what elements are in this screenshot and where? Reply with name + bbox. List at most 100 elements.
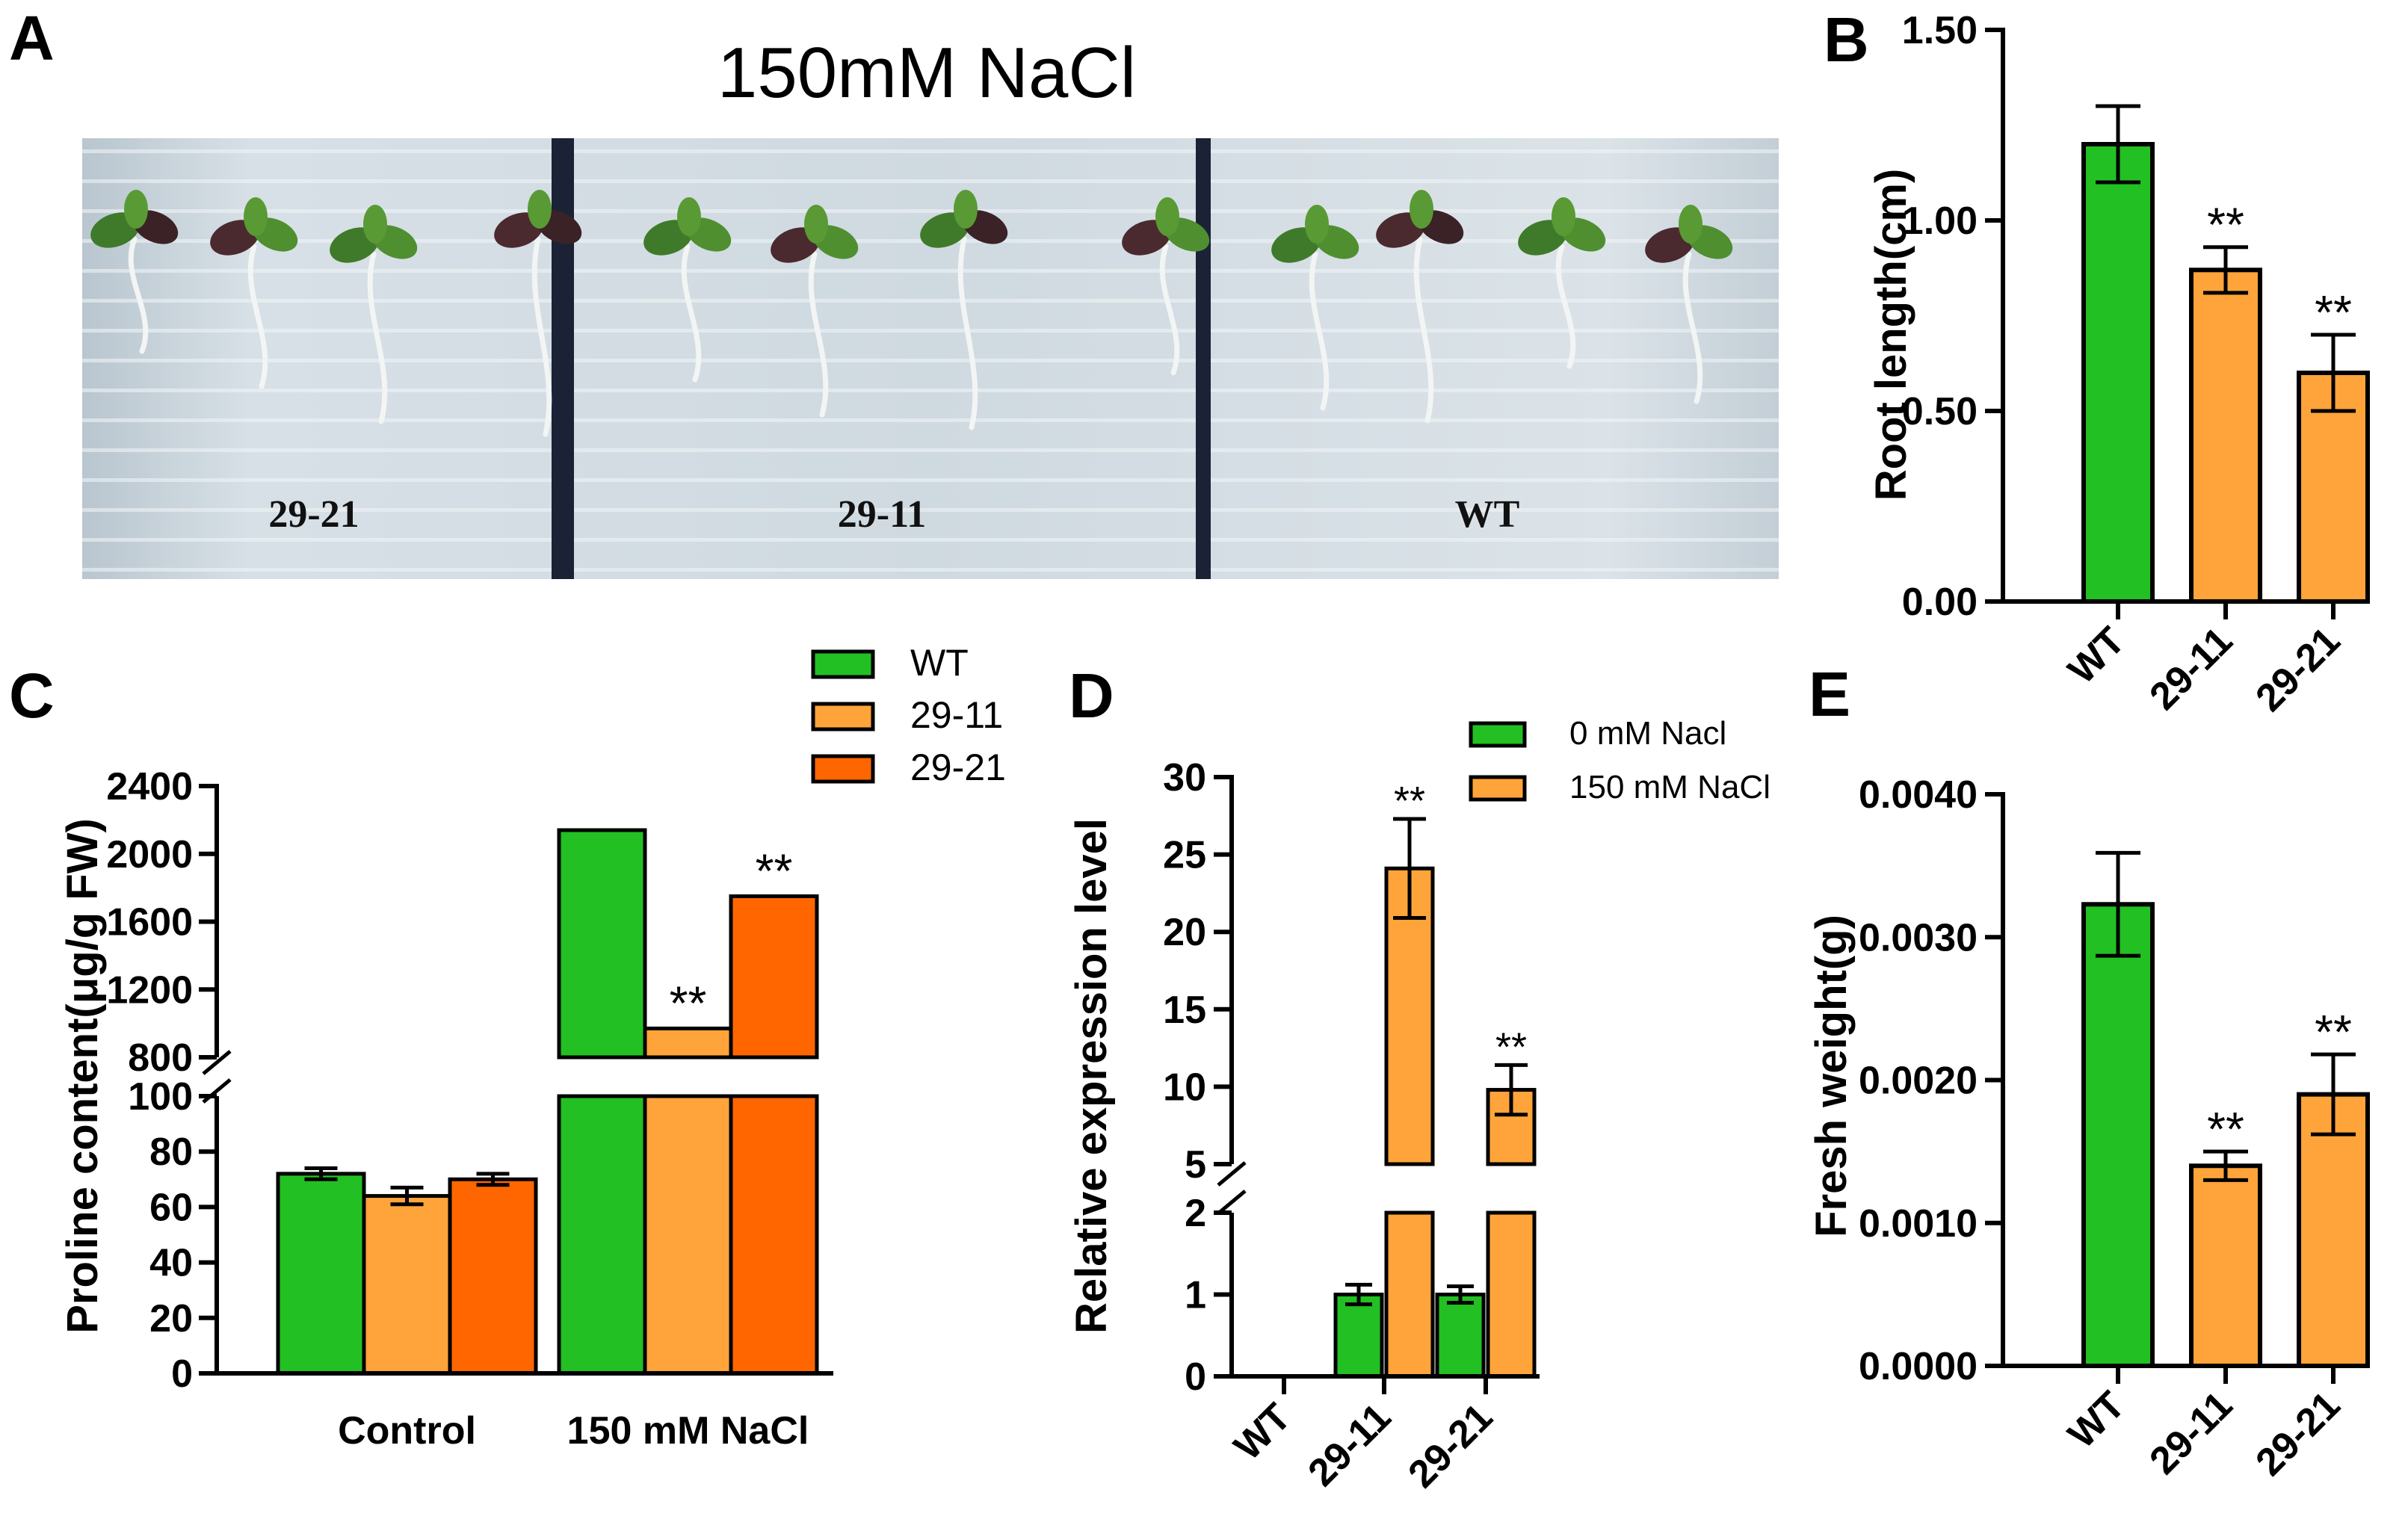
bar-29-21-Control — [448, 1177, 538, 1376]
y-tick-label: 0.0000 — [1859, 1345, 1978, 1388]
significance-29-21: ** — [1495, 1024, 1527, 1069]
legend-swatch-29-21 — [811, 754, 875, 784]
bar-29-11 — [2189, 267, 2262, 604]
x-tick-label-29-11: 29-11 — [2141, 619, 2241, 718]
seedling-root — [1309, 251, 1330, 411]
bar-WT-150 mM NaCl-upper — [557, 828, 647, 1060]
seedling-root — [367, 251, 388, 424]
y-tick-label: 0.00 — [1902, 581, 1978, 624]
bar-29-21-150 mM NaCl-upper — [729, 894, 819, 1060]
y-tick-label: 100 — [128, 1075, 193, 1119]
y-tick-label: 1600 — [106, 901, 193, 944]
y-tick-label: 0 — [1185, 1355, 1206, 1399]
y-tick-label: 0.0020 — [1859, 1060, 1978, 1103]
seedling-root — [531, 236, 552, 437]
legend-label-WT: WT — [910, 642, 969, 684]
x-tick-label-WT: WT — [1226, 1395, 1299, 1468]
y-tick-label: 800 — [128, 1036, 193, 1080]
significance-29-21: ** — [756, 844, 793, 897]
bar-WT-150 mM NaCl-lower — [557, 1094, 647, 1376]
legend-label-150 mM NaCl: 150 mM NaCl — [1569, 769, 1771, 805]
c-ylabel: Proline content(μg/g FW) — [58, 818, 107, 1334]
photo-label-wt: WT — [1455, 493, 1520, 536]
x-tick-label-29-11: 29-11 — [1300, 1395, 1399, 1494]
b-ylabel: Root length(cm) — [1867, 169, 1915, 501]
photo-tray-ridges — [82, 138, 1779, 579]
bar-29-11-Control — [362, 1194, 452, 1376]
legend-swatch-150 mM NaCl — [1469, 775, 1527, 802]
x-group-label-1: 150 mM NaCl — [567, 1409, 809, 1453]
y-tick-label: 15 — [1163, 989, 1206, 1032]
legend-swatch-WT — [811, 649, 875, 679]
bar-0 mM Nacl-29-11 — [1333, 1293, 1384, 1379]
photo-label-29-21: 29-21 — [268, 493, 359, 536]
axis-break-slash-bottom — [202, 1078, 232, 1104]
y-tick-label: 1200 — [106, 968, 193, 1012]
significance-29-11: ** — [2207, 198, 2244, 252]
y-tick-label: 2400 — [106, 765, 193, 808]
seedling-leaf — [1305, 205, 1329, 244]
photo-label-29-11: 29-11 — [838, 493, 926, 536]
seedling-leaf — [528, 190, 552, 229]
y-tick-label: 10 — [1163, 1066, 1206, 1109]
y-tick-label: 1 — [1185, 1274, 1206, 1317]
seedling-root — [247, 244, 268, 389]
seedling-leaf — [1155, 197, 1179, 236]
panel-b-chart: B Root length(cm) 0.00 0.50 1.00 1.50 WT ** 29… — [1824, 4, 2370, 720]
significance-29-11: ** — [670, 976, 707, 1030]
bar-29-11 — [2189, 1163, 2262, 1368]
seedling-leaf — [363, 205, 387, 244]
y-tick-label: 1.50 — [1902, 9, 1978, 52]
y-tick-label: 20 — [149, 1297, 193, 1340]
y-tick-label: 5 — [1185, 1143, 1206, 1187]
legend-swatch-29-11 — [811, 702, 875, 732]
seedling-root — [808, 251, 829, 418]
x-group-label-0: Control — [338, 1409, 476, 1453]
legend-label-29-21: 29-21 — [910, 746, 1006, 788]
bar-WT-Control — [276, 1172, 366, 1376]
photo-title: 150mM NaCl — [717, 33, 1136, 113]
legend-label-29-11: 29-11 — [910, 694, 1003, 736]
y-tick-label: 80 — [149, 1131, 193, 1174]
e-ylabel: Fresh weight(g) — [1807, 915, 1856, 1237]
panel-letter-e: E — [1809, 659, 1850, 729]
x-tick-label-29-21: 29-21 — [2247, 1383, 2348, 1484]
y-tick-label: 25 — [1163, 834, 1206, 877]
panel-a-photo: A 150mM NaCl 29-21 29-11 WT — [9, 3, 1779, 579]
y-tick-label: 2000 — [106, 833, 193, 876]
panel-d-chart: D Relative expression level 012510152025… — [1067, 661, 1771, 1497]
y-tick-label: 0.0030 — [1859, 916, 1978, 959]
d-ylabel: Relative expression level — [1067, 818, 1116, 1334]
significance-29-11: ** — [2207, 1102, 2244, 1156]
seedling-root — [681, 244, 702, 383]
y-tick-label: 60 — [149, 1186, 193, 1229]
seedlings-group — [90, 190, 1733, 437]
seedling-leaf — [954, 190, 978, 229]
bar-29-11-150 mM NaCl-upper — [643, 1026, 733, 1060]
e-plot-area: 0.0000 0.0010 0.0020 0.0030 0.0040 WT ** 29-11 *… — [1859, 773, 2370, 1485]
bar-WT — [2081, 142, 2155, 604]
y-tick-label: 30 — [1163, 756, 1206, 800]
bar-WT — [2081, 902, 2155, 1368]
y-tick-label: 0.0010 — [1859, 1202, 1978, 1246]
x-tick-label-WT: WT — [2060, 1383, 2133, 1456]
seedling-leaf — [1679, 205, 1702, 244]
x-tick-label-29-11: 29-11 — [2141, 1383, 2241, 1482]
significance-29-21: ** — [2315, 285, 2352, 339]
axis-break-slash-bottom — [1217, 1190, 1247, 1215]
seedling-root — [1159, 244, 1180, 376]
b-plot-area: 0.00 0.50 1.00 1.50 WT ** 29-11 ** 29-21 — [1902, 9, 2370, 720]
x-tick-label-29-21: 29-21 — [2247, 619, 2348, 720]
y-tick-label: 1.00 — [1902, 200, 1978, 243]
significance-29-11: ** — [1394, 779, 1425, 823]
panel-letter-b: B — [1824, 4, 1869, 75]
seedling-root — [128, 236, 149, 354]
seedling-leaf — [677, 197, 701, 236]
bar-29-11-150 mM NaCl-lower — [643, 1094, 733, 1376]
photo-divider-left — [552, 138, 574, 579]
y-tick-label: 0 — [171, 1352, 193, 1396]
seedling-leaf — [1410, 190, 1433, 229]
